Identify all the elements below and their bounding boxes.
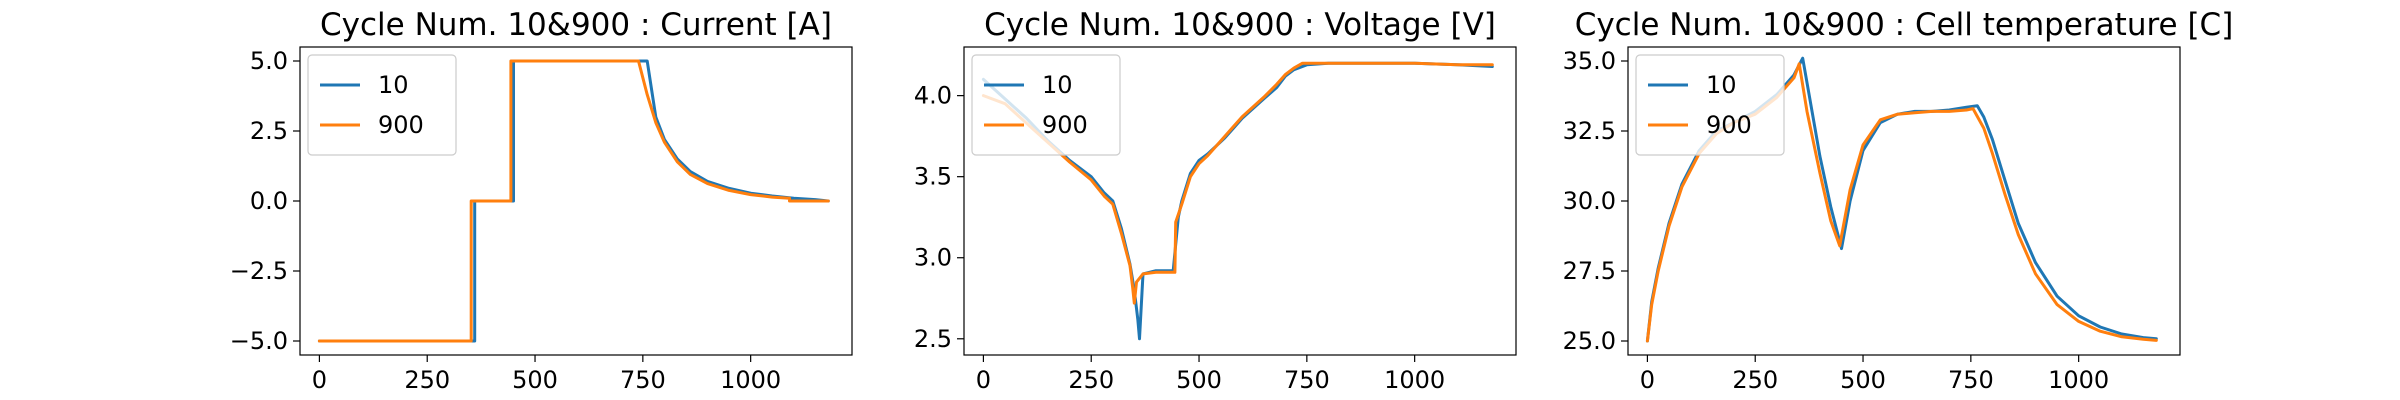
legend-box [971,54,1121,156]
legend-label: 10 [1042,71,1073,99]
plot-area-frame [1627,46,2181,356]
x-tick-label: 250 [1732,366,1778,394]
legend-label: 10 [378,71,409,99]
series-line-900 [317,59,830,343]
y-tick-label: 27.5 [1563,257,1616,285]
x-tick-label: 1000 [2048,366,2109,394]
y-tick-label: 5.0 [250,47,288,75]
legend-label: 900 [378,111,424,139]
x-tick-label: 750 [1284,366,1330,394]
chart-title: Cycle Num. 10&900 : Cell temperature [C] [1575,7,2234,43]
y-tick-label: 30.0 [1563,187,1616,215]
plot-area-frame [299,46,853,356]
legend-box [307,54,457,156]
y-tick-label: 4.0 [914,82,952,110]
legend-box [1635,54,1785,156]
series-line-900 [981,61,1494,305]
y-tick-label: 35.0 [1563,47,1616,75]
y-tick-label: 25.0 [1563,327,1616,355]
y-tick-label: 3.5 [914,163,952,191]
x-tick-label: 0 [1640,366,1655,394]
plot-area-frame [963,46,1517,356]
x-tick-label: 1000 [720,366,781,394]
legend-label: 900 [1042,111,1088,139]
x-tick-label: 250 [1068,366,1114,394]
y-tick-label: 32.5 [1563,117,1616,145]
y-tick-label: −2.5 [230,257,288,285]
x-tick-label: 0 [976,366,991,394]
x-tick-label: 500 [512,366,558,394]
x-tick-label: 500 [1840,366,1886,394]
x-tick-label: 1000 [1384,366,1445,394]
chart-title: Cycle Num. 10&900 : Current [A] [320,7,832,43]
y-tick-label: 2.5 [250,117,288,145]
legend-label: 900 [1706,111,1752,139]
x-tick-label: 250 [404,366,450,394]
chart-title: Cycle Num. 10&900 : Voltage [V] [984,7,1496,43]
x-tick-label: 0 [312,366,327,394]
x-tick-label: 750 [1948,366,1994,394]
y-tick-label: −5.0 [230,327,288,355]
y-tick-label: 2.5 [914,325,952,353]
legend-label: 10 [1706,71,1737,99]
y-tick-label: 3.0 [914,244,952,272]
x-tick-label: 500 [1176,366,1222,394]
y-tick-label: 0.0 [250,187,288,215]
x-tick-label: 750 [620,366,666,394]
